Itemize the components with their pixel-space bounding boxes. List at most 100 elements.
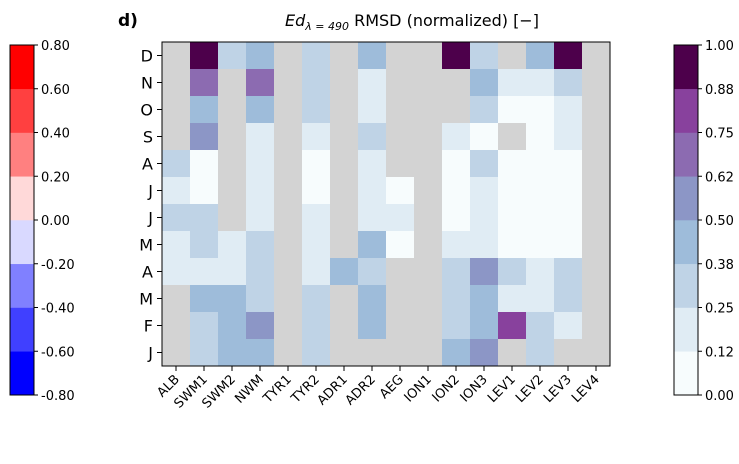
heatmap-cell xyxy=(330,123,359,151)
heatmap-cell xyxy=(162,312,191,340)
heatmap-cell xyxy=(302,123,331,151)
heatmap-cell xyxy=(246,96,275,124)
heatmap-cell xyxy=(470,312,499,340)
colorbar-tick-label: 0.60 xyxy=(41,83,70,98)
heatmap-cell xyxy=(218,42,247,70)
heatmap-cell xyxy=(190,69,219,97)
heatmap-cell xyxy=(190,339,219,367)
heatmap-cell xyxy=(526,285,555,313)
heatmap-cell xyxy=(162,96,191,124)
heatmap-cell xyxy=(330,312,359,340)
heatmap-cell xyxy=(554,177,583,205)
heatmap-cell xyxy=(386,339,415,367)
heatmap-cell xyxy=(358,204,387,232)
heatmap-cell xyxy=(274,69,303,97)
colorbar-swatch xyxy=(10,263,34,308)
colorbar-swatch xyxy=(10,176,34,221)
heatmap-cell xyxy=(218,150,247,178)
y-tick-label: N xyxy=(141,74,153,93)
heatmap-cell xyxy=(330,150,359,178)
heatmap-cell xyxy=(302,339,331,367)
heatmap-cell xyxy=(246,177,275,205)
heatmap-cell xyxy=(162,258,191,286)
heatmap-cell xyxy=(302,177,331,205)
heatmap-cell xyxy=(358,312,387,340)
heatmap-cell xyxy=(246,285,275,313)
heatmap-cell xyxy=(386,204,415,232)
heatmap-cell xyxy=(190,312,219,340)
y-tick-label: S xyxy=(143,128,153,147)
heatmap-cell xyxy=(190,96,219,124)
heatmap-cell xyxy=(498,69,527,97)
heatmap-cell xyxy=(582,177,611,205)
heatmap-cell xyxy=(190,123,219,151)
heatmap-cell xyxy=(526,96,555,124)
heatmap-cell xyxy=(386,312,415,340)
heatmap-cell xyxy=(442,204,471,232)
colorbar-swatch xyxy=(674,132,698,177)
heatmap-cell xyxy=(218,258,247,286)
heatmap-cell xyxy=(470,177,499,205)
heatmap-cell xyxy=(358,285,387,313)
colorbar-swatch xyxy=(674,88,698,133)
heatmap-cell xyxy=(526,231,555,259)
heatmap-cell xyxy=(582,96,611,124)
heatmap-cell xyxy=(218,204,247,232)
heatmap-cell xyxy=(330,258,359,286)
y-tick-label: J xyxy=(147,344,153,363)
colorbar-swatch xyxy=(674,220,698,265)
heatmap-cell xyxy=(274,258,303,286)
left-colorbar: 0.80 0.60 0.40 0.20 0.00 -0.20 -0.40 -0.60 -0.80 xyxy=(9,39,75,404)
heatmap-cell xyxy=(190,258,219,286)
heatmap-cell xyxy=(554,96,583,124)
colorbar-tick-label: -0.60 xyxy=(41,345,75,360)
heatmap-cell xyxy=(498,312,527,340)
heatmap-cell xyxy=(442,258,471,286)
heatmap-cell xyxy=(442,42,471,70)
heatmap-cell xyxy=(302,231,331,259)
heatmap-cell xyxy=(554,42,583,70)
heatmap-cell xyxy=(190,150,219,178)
heatmap-cell xyxy=(358,123,387,151)
heatmap-cell xyxy=(302,312,331,340)
heatmap-cell xyxy=(358,258,387,286)
colorbar-swatch xyxy=(674,176,698,221)
heatmap-cell xyxy=(554,204,583,232)
heatmap-cell xyxy=(274,231,303,259)
heatmap-cell xyxy=(414,150,443,178)
heatmap-cells xyxy=(162,42,611,367)
heatmap-cell xyxy=(554,69,583,97)
heatmap-cell xyxy=(442,312,471,340)
heatmap-cell xyxy=(246,42,275,70)
heatmap-cell xyxy=(526,339,555,367)
heatmap-cell xyxy=(218,231,247,259)
heatmap-cell xyxy=(442,96,471,124)
heatmap-cell xyxy=(386,177,415,205)
heatmap-cell xyxy=(330,69,359,97)
heatmap-cell xyxy=(526,123,555,151)
heatmap-cell xyxy=(358,150,387,178)
heatmap-cell xyxy=(554,312,583,340)
heatmap-cell xyxy=(526,204,555,232)
heatmap-cell xyxy=(386,42,415,70)
heatmap-cell xyxy=(498,231,527,259)
heatmap-cell xyxy=(330,204,359,232)
title-subscript: λ = 490 xyxy=(304,20,349,33)
heatmap-cell xyxy=(274,96,303,124)
colorbar-tick-label: 0.00 xyxy=(705,389,734,404)
colorbar-swatch xyxy=(674,307,698,352)
heatmap-cell xyxy=(358,96,387,124)
heatmap-cell xyxy=(470,42,499,70)
y-tick-label: M xyxy=(139,236,153,255)
heatmap-cell xyxy=(358,177,387,205)
x-tick-label: ION2 xyxy=(430,372,463,405)
heatmap-cell xyxy=(470,231,499,259)
heatmap-cell xyxy=(274,177,303,205)
y-tick-label: O xyxy=(140,101,153,120)
colorbar-swatch xyxy=(10,45,34,90)
panel-label: d) xyxy=(118,11,138,31)
heatmap-cell xyxy=(190,285,219,313)
heatmap-cell xyxy=(582,312,611,340)
heatmap-cell xyxy=(302,258,331,286)
